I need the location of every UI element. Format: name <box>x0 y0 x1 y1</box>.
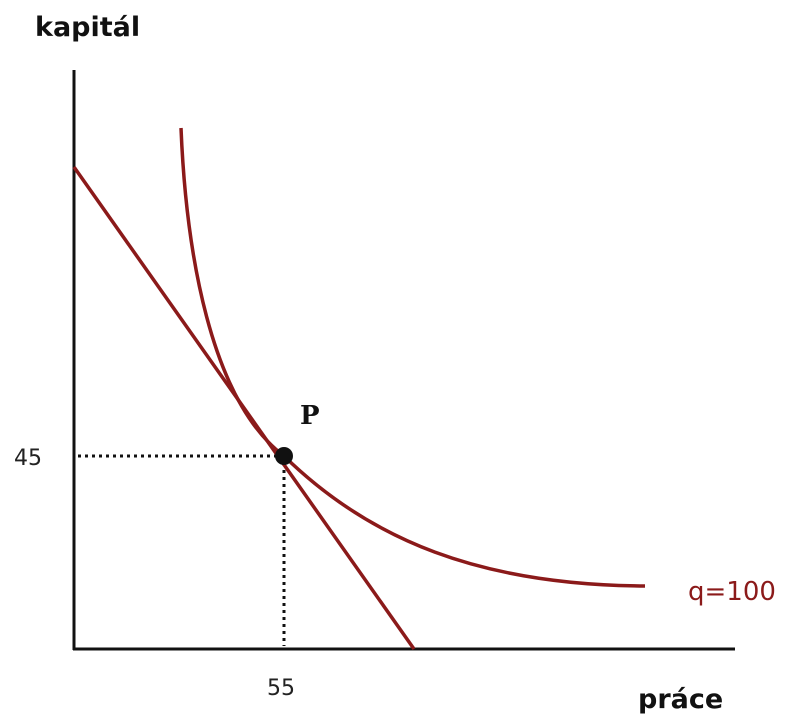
tangency-point <box>275 447 293 465</box>
isoquant-label: q=100 <box>688 577 776 607</box>
y-tick-label: 45 <box>14 446 42 471</box>
isoquant-curve <box>179 127 646 588</box>
x-axis-label: práce <box>638 684 723 715</box>
x-tick-label: 55 <box>267 676 295 701</box>
y-axis-label: kapitál <box>35 12 140 43</box>
point-label: P <box>300 401 320 431</box>
